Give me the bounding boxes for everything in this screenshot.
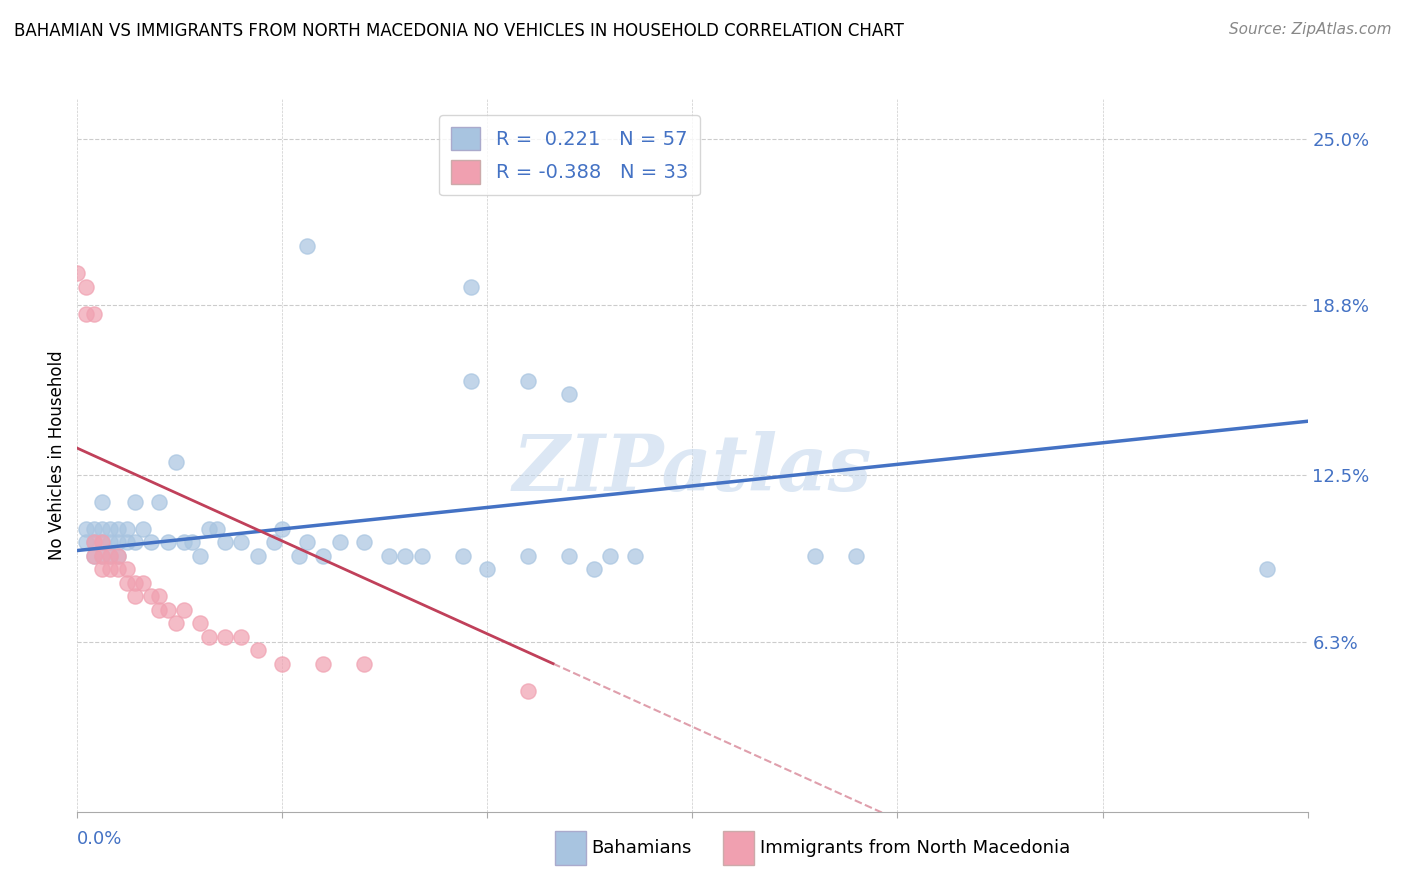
Point xyxy=(90,535,114,549)
Point xyxy=(132,575,155,590)
Point xyxy=(295,239,318,253)
Point xyxy=(231,535,253,549)
Point xyxy=(66,266,89,280)
Point xyxy=(107,562,129,576)
Point xyxy=(98,522,121,536)
Point xyxy=(75,535,97,549)
Point xyxy=(75,307,97,321)
Point xyxy=(460,374,482,388)
Point xyxy=(517,683,540,698)
Point xyxy=(124,535,146,549)
Text: Bahamians: Bahamians xyxy=(591,839,692,857)
Point xyxy=(165,455,187,469)
Point xyxy=(124,589,146,603)
Point xyxy=(75,279,97,293)
Point xyxy=(124,495,146,509)
Point xyxy=(517,549,540,563)
Point xyxy=(312,657,335,671)
Point xyxy=(288,549,311,563)
Point xyxy=(295,535,318,549)
Point xyxy=(156,603,179,617)
Point xyxy=(353,657,375,671)
Text: 0.0%: 0.0% xyxy=(77,830,122,847)
Point xyxy=(132,522,155,536)
Point xyxy=(90,562,114,576)
Point xyxy=(845,549,868,563)
Point xyxy=(558,549,581,563)
Point xyxy=(141,535,163,549)
Point xyxy=(246,549,269,563)
Point xyxy=(83,307,105,321)
Point xyxy=(83,535,105,549)
Point xyxy=(558,387,581,401)
Point xyxy=(173,535,195,549)
Point xyxy=(394,549,416,563)
Point xyxy=(205,522,228,536)
Point xyxy=(214,535,236,549)
Point xyxy=(599,549,621,563)
Point xyxy=(1256,562,1278,576)
Point xyxy=(107,535,129,549)
Point xyxy=(188,616,212,631)
Point xyxy=(107,522,129,536)
Point xyxy=(329,535,352,549)
Point xyxy=(188,549,212,563)
Point xyxy=(312,549,335,563)
Point xyxy=(271,657,294,671)
Point xyxy=(624,549,647,563)
Legend: R =  0.221   N = 57, R = -0.388   N = 33: R = 0.221 N = 57, R = -0.388 N = 33 xyxy=(439,115,700,195)
Point xyxy=(148,495,170,509)
Point xyxy=(90,535,114,549)
Point xyxy=(353,535,375,549)
Point xyxy=(90,522,114,536)
Point xyxy=(90,495,114,509)
Text: Source: ZipAtlas.com: Source: ZipAtlas.com xyxy=(1229,22,1392,37)
Point xyxy=(83,522,105,536)
Text: Immigrants from North Macedonia: Immigrants from North Macedonia xyxy=(759,839,1070,857)
Point xyxy=(181,535,204,549)
Point xyxy=(378,549,401,563)
Text: BAHAMIAN VS IMMIGRANTS FROM NORTH MACEDONIA NO VEHICLES IN HOUSEHOLD CORRELATION: BAHAMIAN VS IMMIGRANTS FROM NORTH MACEDO… xyxy=(14,22,904,40)
Point xyxy=(197,522,219,536)
Point xyxy=(583,562,606,576)
Point xyxy=(124,575,146,590)
Point xyxy=(197,630,219,644)
Point xyxy=(460,279,482,293)
Point xyxy=(98,562,121,576)
Point xyxy=(246,643,269,657)
Point xyxy=(75,522,97,536)
Point xyxy=(517,374,540,388)
Point xyxy=(214,630,236,644)
Point xyxy=(83,549,105,563)
Point xyxy=(98,535,121,549)
Point xyxy=(165,616,187,631)
Point xyxy=(98,549,121,563)
Point xyxy=(141,589,163,603)
Point xyxy=(173,603,195,617)
Point xyxy=(271,522,294,536)
Point xyxy=(98,549,121,563)
Point xyxy=(804,549,827,563)
Point xyxy=(115,522,138,536)
Point xyxy=(156,535,179,549)
Point xyxy=(231,630,253,644)
Point xyxy=(83,549,105,563)
Point xyxy=(451,549,474,563)
Point xyxy=(263,535,285,549)
Point xyxy=(411,549,433,563)
Point xyxy=(90,549,114,563)
Point xyxy=(148,589,170,603)
Point xyxy=(115,562,138,576)
Point xyxy=(115,575,138,590)
Point xyxy=(148,603,170,617)
Point xyxy=(107,549,129,563)
Point xyxy=(477,562,499,576)
Y-axis label: No Vehicles in Household: No Vehicles in Household xyxy=(48,350,66,560)
Point xyxy=(90,549,114,563)
Point xyxy=(115,535,138,549)
Point xyxy=(107,549,129,563)
Text: ZIPatlas: ZIPatlas xyxy=(513,431,872,508)
Point xyxy=(83,535,105,549)
